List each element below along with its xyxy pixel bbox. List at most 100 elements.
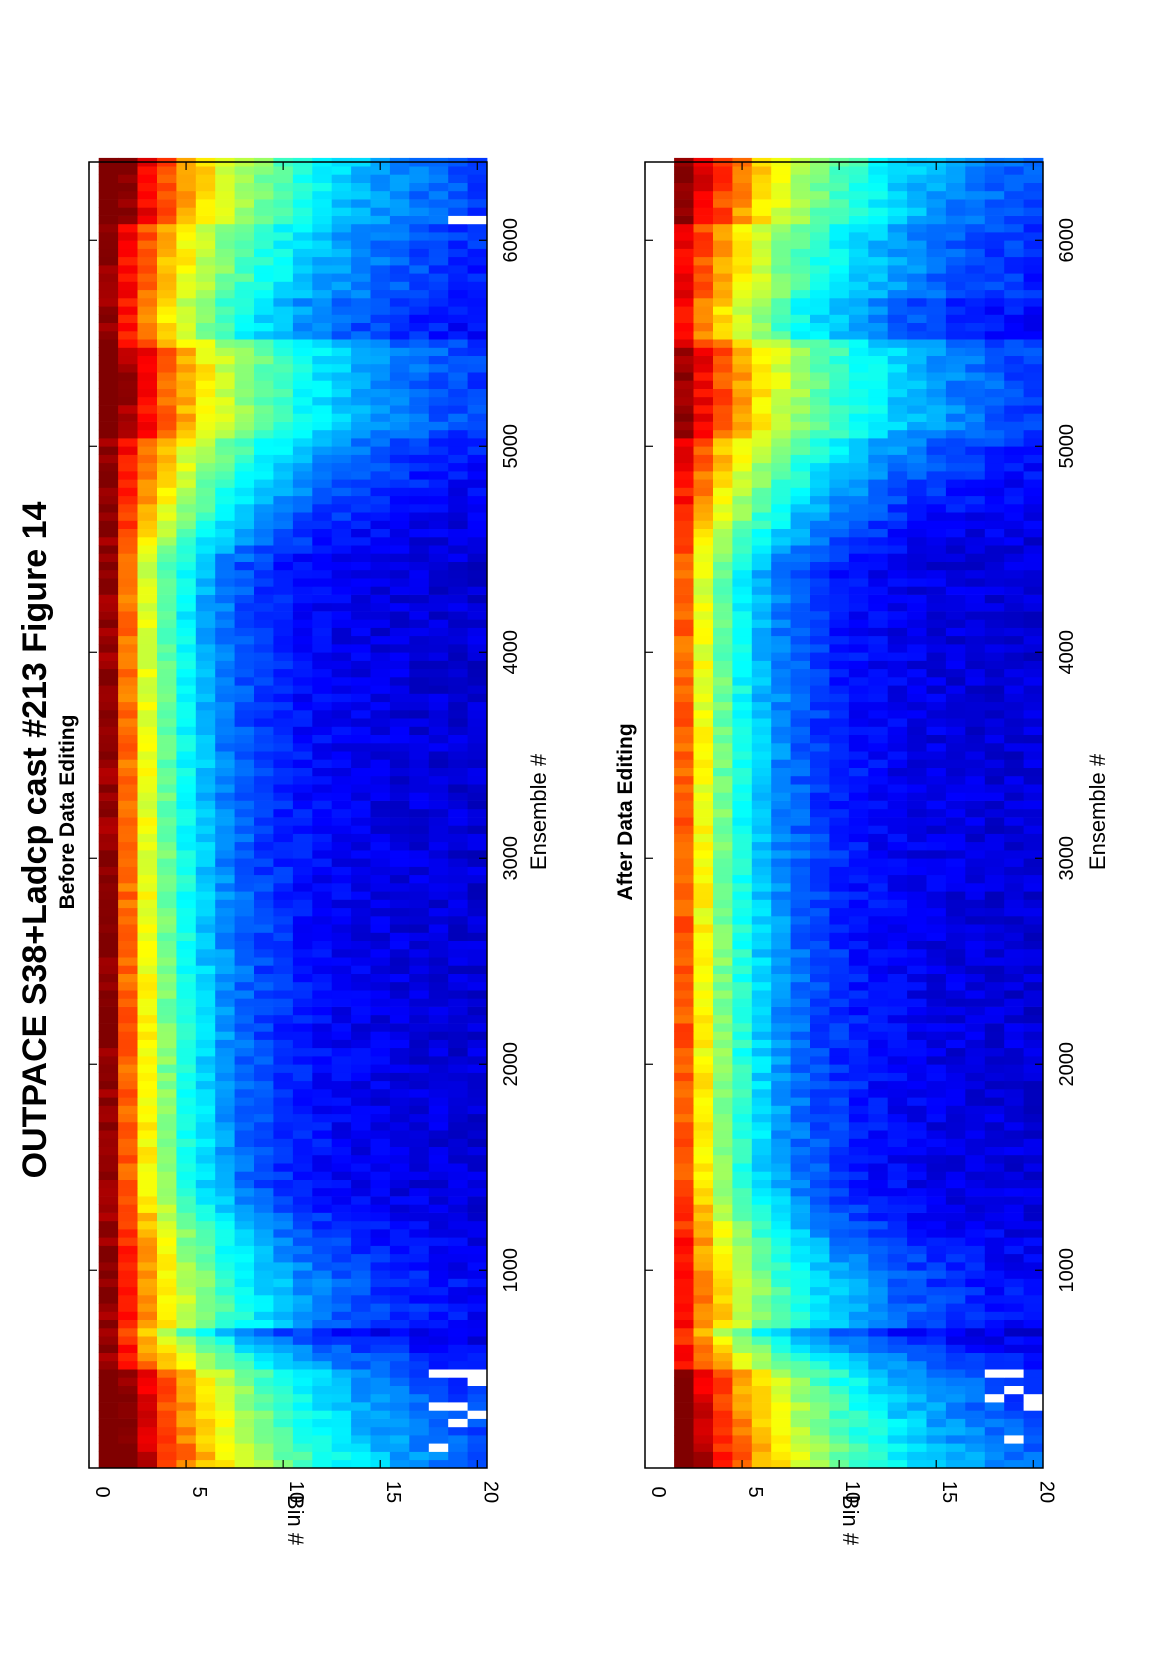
heatmap-cell xyxy=(234,594,255,604)
heatmap-cell xyxy=(848,1418,869,1428)
heatmap-cell xyxy=(829,866,850,876)
heatmap-cell xyxy=(98,1072,119,1082)
heatmap-cell xyxy=(157,1113,177,1123)
heatmap-cell xyxy=(771,1031,791,1040)
heatmap-cell xyxy=(137,660,158,670)
heatmap-cell xyxy=(848,1245,869,1255)
heatmap-cell xyxy=(157,223,177,233)
heatmap-cell xyxy=(713,1179,733,1189)
heatmap-cell xyxy=(428,668,449,678)
heatmap-cell xyxy=(693,932,714,941)
heatmap-cell xyxy=(693,1121,714,1131)
heatmap-cell xyxy=(254,1459,274,1469)
heatmap-cell xyxy=(848,825,869,834)
heatmap-cell xyxy=(448,528,468,538)
heatmap-cell xyxy=(1023,1204,1044,1213)
heatmap-cell xyxy=(389,998,410,1007)
heatmap-cell xyxy=(907,990,927,999)
heatmap-cell xyxy=(351,709,371,719)
heatmap-cell xyxy=(713,1418,733,1428)
heatmap-cell xyxy=(848,800,869,810)
heatmap-cell xyxy=(254,429,274,439)
heatmap-cell xyxy=(195,685,216,694)
heatmap-cell xyxy=(887,734,908,744)
heatmap-cell xyxy=(312,734,333,744)
heatmap-cell xyxy=(409,841,430,851)
heatmap-cell xyxy=(984,1360,1005,1370)
heatmap-cell xyxy=(945,1377,966,1386)
heatmap-cell xyxy=(887,981,908,991)
heatmap-cell xyxy=(157,627,177,637)
heatmap-cell xyxy=(810,1113,830,1123)
heatmap-cell xyxy=(674,1418,694,1428)
heatmap-cell xyxy=(176,1072,197,1082)
heatmap-cell xyxy=(389,1451,410,1461)
heatmap-cell xyxy=(751,1377,772,1386)
heatmap-cell xyxy=(176,611,197,620)
heatmap-cell xyxy=(887,883,908,892)
heatmap-cell xyxy=(829,1237,850,1246)
heatmap-cell xyxy=(312,775,333,785)
heatmap-cell xyxy=(234,767,255,777)
heatmap-cell xyxy=(829,1385,850,1395)
heatmap-cell xyxy=(118,1130,138,1139)
heatmap-cell xyxy=(409,940,430,950)
heatmap-cell xyxy=(829,883,850,892)
heatmap-cell xyxy=(467,273,488,282)
heatmap-cell xyxy=(790,1286,811,1296)
heatmap-cell xyxy=(389,190,410,200)
heatmap-cell xyxy=(254,1121,274,1131)
heatmap-cell xyxy=(331,817,352,826)
heatmap-cell xyxy=(829,990,850,999)
heatmap-cell xyxy=(1004,1295,1024,1304)
heatmap-cell xyxy=(292,363,313,373)
heatmap-cell xyxy=(137,1047,158,1057)
heatmap-cell xyxy=(467,800,488,810)
heatmap-cell xyxy=(234,751,255,760)
heatmap-cell xyxy=(409,759,430,768)
heatmap-cell xyxy=(1023,1105,1044,1115)
heatmap-cell xyxy=(945,883,966,892)
heatmap-cell xyxy=(254,594,274,604)
heatmap-cell xyxy=(118,718,138,727)
heatmap-cell xyxy=(693,1418,714,1428)
heatmap-cell xyxy=(693,1393,714,1403)
heatmap-cell xyxy=(195,1220,216,1230)
heatmap-cell xyxy=(351,1130,371,1139)
heatmap-cell xyxy=(693,1204,714,1213)
heatmap-cell xyxy=(693,709,714,719)
heatmap-cell xyxy=(790,866,811,876)
heatmap-cell xyxy=(848,734,869,744)
heatmap-cell xyxy=(409,883,430,892)
heatmap-cell xyxy=(176,215,197,225)
heatmap-cell xyxy=(428,232,449,241)
heatmap-cell xyxy=(467,932,488,941)
heatmap-cell xyxy=(907,1311,927,1320)
heatmap-cell xyxy=(254,957,274,966)
heatmap-cell xyxy=(868,1047,889,1057)
heatmap-cell xyxy=(428,1451,449,1461)
heatmap-cell xyxy=(409,1327,430,1337)
heatmap-cell xyxy=(448,1311,468,1320)
heatmap-cell xyxy=(370,784,391,793)
heatmap-cell xyxy=(693,850,714,859)
heatmap-cell xyxy=(926,1171,947,1180)
heatmap-cell xyxy=(965,742,986,752)
heatmap-cell xyxy=(389,1311,410,1320)
heatmap-cell xyxy=(292,792,313,801)
heatmap-cell xyxy=(751,808,772,818)
heatmap-cell xyxy=(428,454,449,464)
heatmap-cell xyxy=(292,973,313,983)
heatmap-cell xyxy=(771,932,791,941)
heatmap-cell xyxy=(176,1154,197,1164)
heatmap-cell xyxy=(351,1270,371,1279)
heatmap-cell xyxy=(428,1286,449,1296)
heatmap-cell xyxy=(292,495,313,505)
heatmap-cell xyxy=(118,1443,138,1452)
heatmap-cell xyxy=(751,1006,772,1016)
heatmap-cell xyxy=(674,874,694,884)
heatmap-cell xyxy=(926,1113,947,1123)
heatmap-cell xyxy=(887,742,908,752)
heatmap-cell xyxy=(351,899,371,909)
heatmap-cell xyxy=(887,1220,908,1230)
